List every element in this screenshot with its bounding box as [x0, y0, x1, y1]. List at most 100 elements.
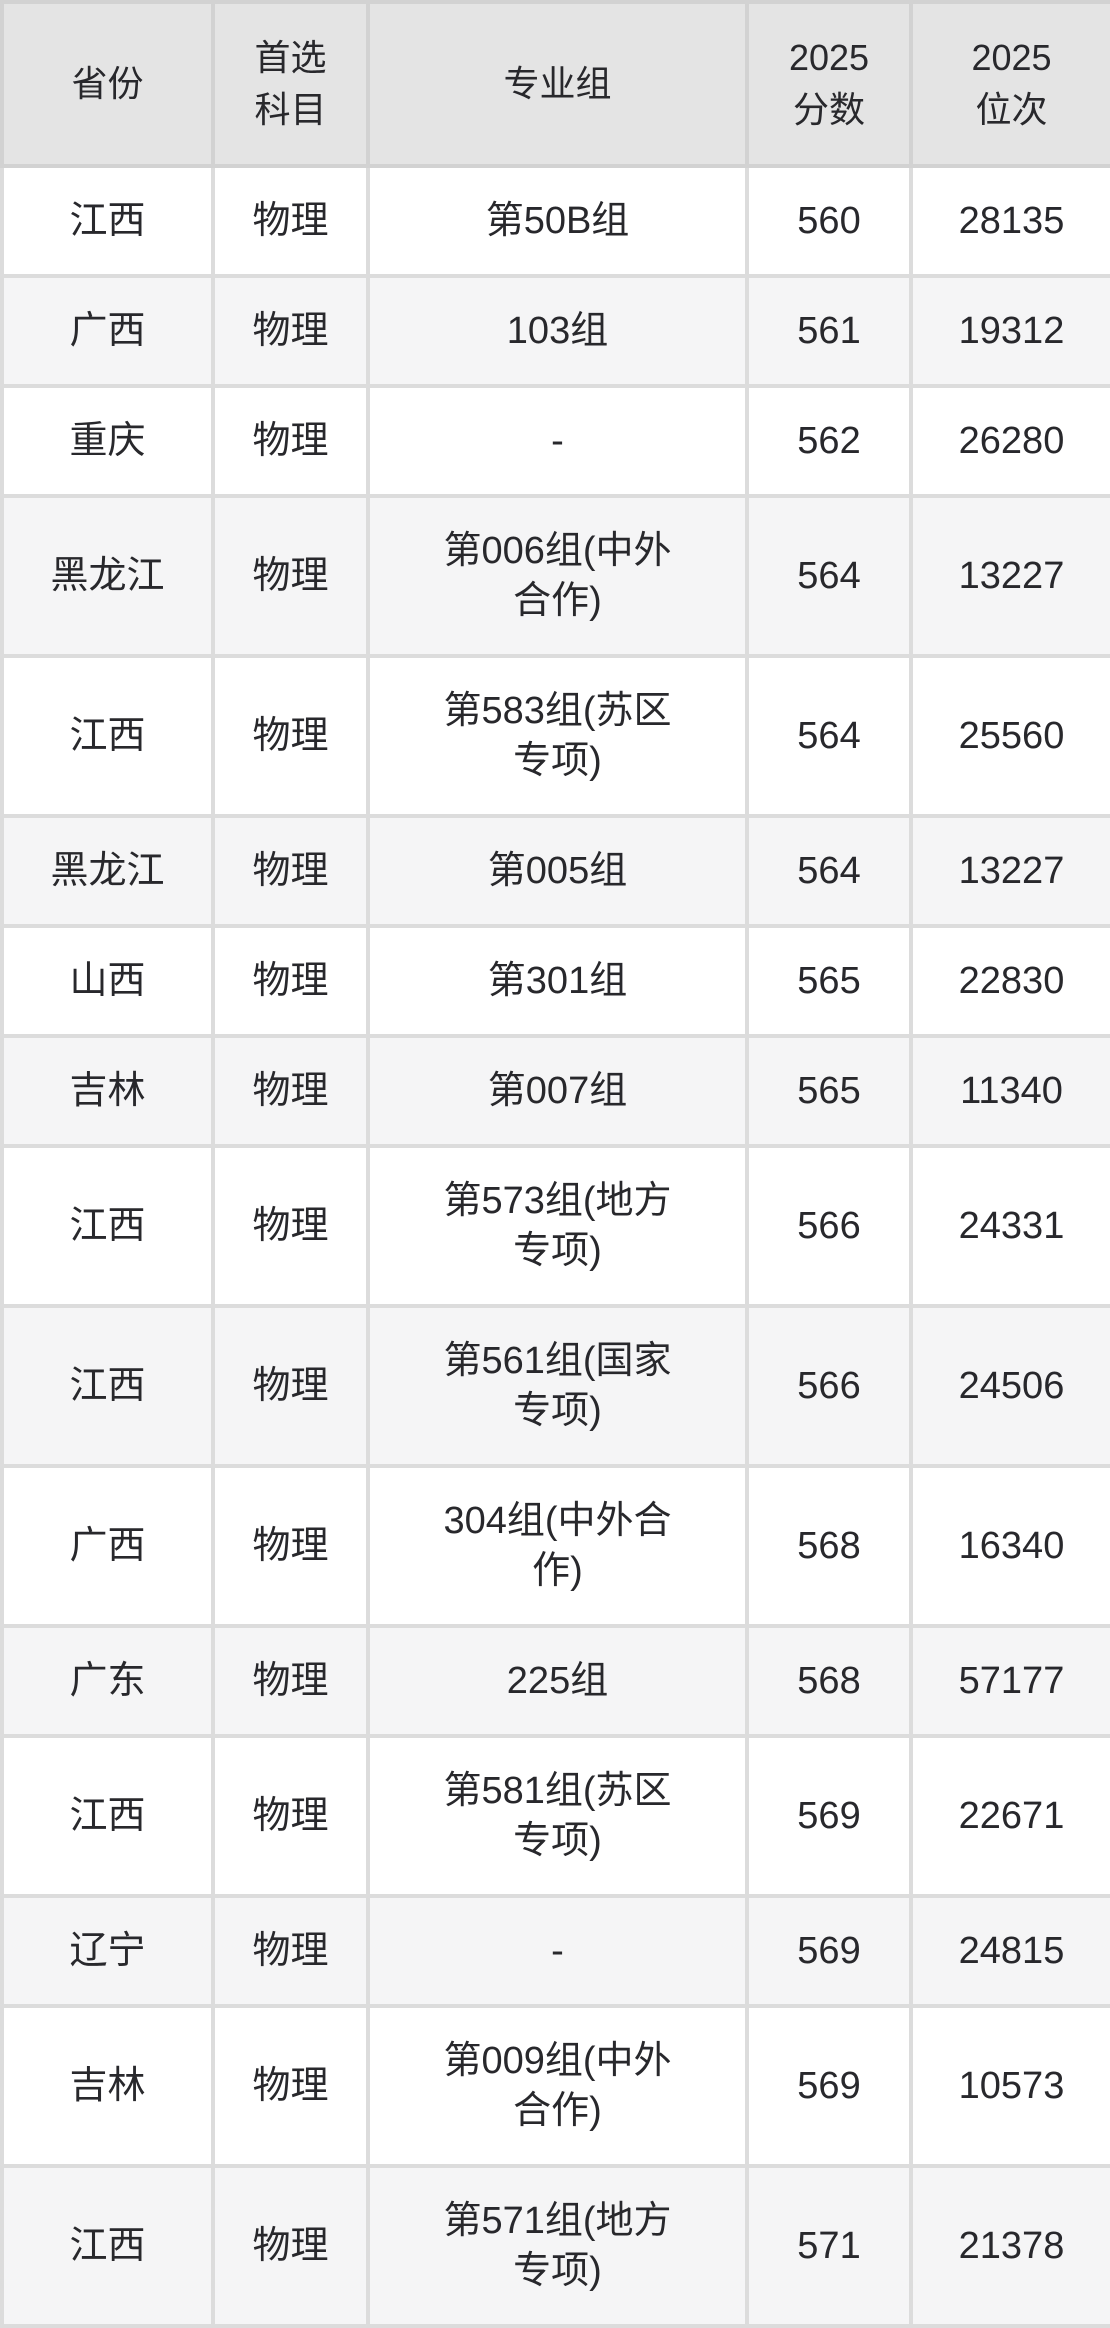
cell-rank: 19312: [909, 274, 1110, 388]
table-row: 黑龙江 物理 第005组 564 13227: [0, 814, 1110, 928]
cell-rank: 16340: [909, 1464, 1110, 1628]
cell-province: 江西: [0, 654, 215, 818]
table-row: 江西 物理 第573组(地方 专项) 566 24331: [0, 1144, 1110, 1308]
cell-rank: 13227: [909, 494, 1110, 658]
cell-province: 黑龙江: [0, 814, 215, 928]
cell-subject: 物理: [211, 2164, 370, 2328]
cell-rank: 26280: [909, 384, 1110, 498]
cell-score: 566: [745, 1144, 913, 1308]
cell-subject: 物理: [211, 1734, 370, 1898]
cell-group: 第561组(国家 专项): [366, 1304, 749, 1468]
table-body: 江西 物理 第50B组 560 28135 广西 物理 103组 561 19312 重庆 物理 -56…: [0, 164, 1110, 2328]
cell-rank: 11340: [909, 1034, 1110, 1148]
cell-subject: 物理: [211, 1034, 370, 1148]
cell-province: 广东: [0, 1624, 215, 1738]
table-row: 黑龙江 物理 第006组(中外 合作) 564 13227: [0, 494, 1110, 658]
cell-group: -: [366, 1894, 749, 2008]
table-header: 省份 首选 科目 专业组 2025 分数 2025 位次: [0, 0, 1110, 168]
cell-score: 561: [745, 274, 913, 388]
header-cell-group: 专业组: [366, 0, 749, 168]
cell-group: 第583组(苏区 专项): [366, 654, 749, 818]
cell-province: 江西: [0, 1144, 215, 1308]
header-cell-rank: 2025 位次: [909, 0, 1110, 168]
cell-province: 广西: [0, 1464, 215, 1628]
cell-group: -: [366, 384, 749, 498]
cell-rank: 28135: [909, 164, 1110, 278]
table-row: 江西 物理 第581组(苏区 专项) 569 22671: [0, 1734, 1110, 1898]
cell-group: 第006组(中外 合作): [366, 494, 749, 658]
cell-province: 江西: [0, 1734, 215, 1898]
header-cell-province: 省份: [0, 0, 215, 168]
cell-rank: 24815: [909, 1894, 1110, 2008]
cell-subject: 物理: [211, 494, 370, 658]
cell-score: 565: [745, 1034, 913, 1148]
cell-rank: 13227: [909, 814, 1110, 928]
header-cell-subject: 首选 科目: [211, 0, 370, 168]
cell-rank: 10573: [909, 2004, 1110, 2168]
cell-province: 重庆: [0, 384, 215, 498]
cell-subject: 物理: [211, 814, 370, 928]
cell-province: 江西: [0, 164, 215, 278]
cell-score: 568: [745, 1624, 913, 1738]
table-row: 广东 物理 225组 568 57177: [0, 1624, 1110, 1738]
table-row: 重庆 物理 -562 26280: [0, 384, 1110, 498]
cell-province: 黑龙江: [0, 494, 215, 658]
cell-score: 568: [745, 1464, 913, 1628]
cell-score: 571: [745, 2164, 913, 2328]
cell-group: 第007组: [366, 1034, 749, 1148]
table-row: 江西 物理 第561组(国家 专项) 566 24506: [0, 1304, 1110, 1468]
cell-province: 江西: [0, 2164, 215, 2328]
cell-province: 江西: [0, 1304, 215, 1468]
cell-subject: 物理: [211, 2004, 370, 2168]
cell-score: 569: [745, 1734, 913, 1898]
header-row: 省份 首选 科目 专业组 2025 分数 2025 位次: [0, 0, 1110, 168]
table-row: 吉林 物理 第009组(中外 合作) 569 10573: [0, 2004, 1110, 2168]
cell-group: 第50B组: [366, 164, 749, 278]
cell-score: 564: [745, 494, 913, 658]
table-row: 江西 物理 第50B组 560 28135: [0, 164, 1110, 278]
header-cell-score: 2025 分数: [745, 0, 913, 168]
cell-subject: 物理: [211, 924, 370, 1038]
cell-group: 225组: [366, 1624, 749, 1738]
cell-score: 562: [745, 384, 913, 498]
cell-score: 564: [745, 654, 913, 818]
cell-subject: 物理: [211, 1464, 370, 1628]
cell-subject: 物理: [211, 1624, 370, 1738]
table-row: 广西 物理 103组 561 19312: [0, 274, 1110, 388]
cell-score: 565: [745, 924, 913, 1038]
cell-group: 第005组: [366, 814, 749, 928]
cell-subject: 物理: [211, 1894, 370, 2008]
cell-group: 第009组(中外 合作): [366, 2004, 749, 2168]
cell-group: 第573组(地方 专项): [366, 1144, 749, 1308]
table-row: 山西 物理 第301组 565 22830: [0, 924, 1110, 1038]
cell-group: 第581组(苏区 专项): [366, 1734, 749, 1898]
table-row: 江西 物理 第583组(苏区 专项) 564 25560: [0, 654, 1110, 818]
cell-rank: 24331: [909, 1144, 1110, 1308]
cell-province: 广西: [0, 274, 215, 388]
cell-rank: 22671: [909, 1734, 1110, 1898]
cell-score: 569: [745, 2004, 913, 2168]
cell-rank: 25560: [909, 654, 1110, 818]
cell-province: 山西: [0, 924, 215, 1038]
cell-group: 第571组(地方 专项): [366, 2164, 749, 2328]
table-row: 辽宁 物理 -569 24815: [0, 1894, 1110, 2008]
cell-score: 569: [745, 1894, 913, 2008]
cell-subject: 物理: [211, 164, 370, 278]
cell-rank: 21378: [909, 2164, 1110, 2328]
table-row: 江西 物理 第571组(地方 专项) 571 21378: [0, 2164, 1110, 2328]
table-row: 广西 物理 304组(中外合 作) 568 16340: [0, 1464, 1110, 1628]
cell-rank: 24506: [909, 1304, 1110, 1468]
cell-score: 560: [745, 164, 913, 278]
cell-rank: 57177: [909, 1624, 1110, 1738]
cell-score: 564: [745, 814, 913, 928]
cell-subject: 物理: [211, 1304, 370, 1468]
cell-subject: 物理: [211, 384, 370, 498]
table-row: 吉林 物理 第007组 565 11340: [0, 1034, 1110, 1148]
cell-province: 吉林: [0, 1034, 215, 1148]
cell-province: 吉林: [0, 2004, 215, 2168]
cell-group: 第301组: [366, 924, 749, 1038]
cell-score: 566: [745, 1304, 913, 1468]
cell-province: 辽宁: [0, 1894, 215, 2008]
